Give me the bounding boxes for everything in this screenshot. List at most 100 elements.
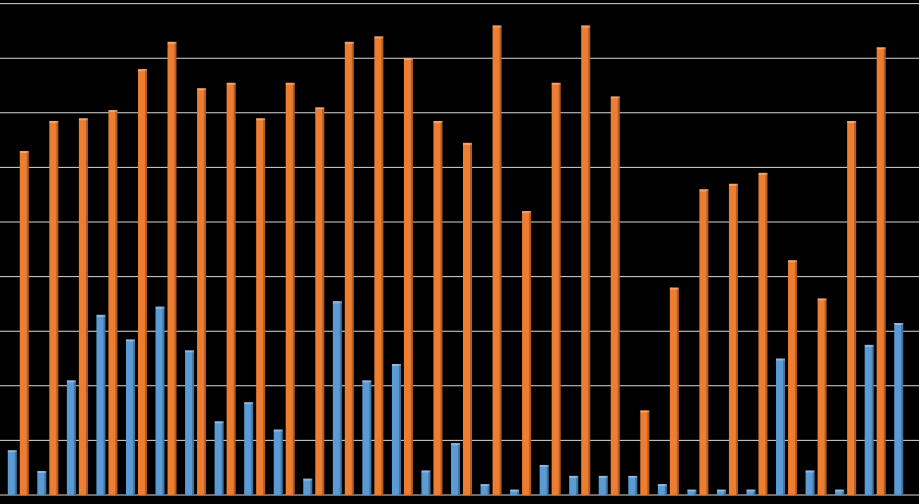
bar <box>226 82 236 496</box>
bar-cap <box>244 402 254 405</box>
bar-side <box>398 363 401 495</box>
bar <box>894 323 904 495</box>
bar-side <box>310 478 313 495</box>
bar <box>403 58 413 495</box>
bar-cap <box>699 189 709 192</box>
bar <box>480 484 490 495</box>
bar-side <box>14 450 17 495</box>
bar-side <box>233 82 236 496</box>
bar <box>125 339 135 495</box>
bar-side <box>470 142 472 495</box>
bar-cap <box>391 363 401 366</box>
bar-side <box>558 82 561 496</box>
bar-side <box>410 58 413 495</box>
bar <box>78 118 88 495</box>
bar-cap <box>185 350 195 353</box>
bar-cap <box>137 69 147 72</box>
bar <box>273 429 283 495</box>
bar-side <box>440 120 443 496</box>
bar-side <box>132 339 135 495</box>
bar-side <box>901 323 904 495</box>
bar-cap <box>805 470 815 473</box>
bar-side <box>529 211 532 495</box>
bar-cap <box>876 47 886 50</box>
bar <box>628 475 638 495</box>
bar-cap <box>451 443 460 446</box>
bar <box>510 489 520 495</box>
bar-cap <box>403 58 413 61</box>
bar <box>687 489 697 495</box>
bar-side <box>263 118 266 495</box>
bar-cap <box>66 380 76 383</box>
bar <box>640 410 650 495</box>
bar-cap <box>581 25 591 28</box>
bar-cap <box>776 358 786 361</box>
bar-side <box>871 344 874 495</box>
bar-cap <box>598 475 608 478</box>
bar-cap <box>551 82 561 85</box>
bar-cap <box>19 151 29 154</box>
bar-side <box>351 41 354 495</box>
bar-cap <box>197 88 207 91</box>
bar-cap <box>315 107 325 110</box>
bar-cap <box>226 82 236 85</box>
bar <box>19 151 29 495</box>
bar-side <box>854 120 857 496</box>
bar <box>539 464 549 495</box>
bar-side <box>369 380 372 495</box>
bar <box>7 450 17 495</box>
bar-cap <box>610 96 620 99</box>
bar-side <box>115 110 118 495</box>
bar-side <box>103 314 106 495</box>
bar <box>864 344 874 495</box>
bar <box>551 82 561 496</box>
bar <box>315 107 325 495</box>
bar-side <box>517 489 520 495</box>
bar-side <box>192 350 195 495</box>
bar-cap <box>37 470 47 473</box>
bar-side <box>735 183 738 495</box>
bar-cap <box>78 118 88 121</box>
bar <box>817 298 827 495</box>
bar <box>847 120 857 496</box>
bar <box>244 402 254 495</box>
bar-cap <box>256 118 266 121</box>
bar <box>37 470 47 495</box>
bar-side <box>605 475 608 495</box>
bar-cap <box>492 25 502 28</box>
bar-cap <box>640 410 650 413</box>
bar <box>344 41 354 495</box>
bar-cap <box>108 110 118 113</box>
bar-cap <box>374 36 384 39</box>
bar-side <box>723 489 726 495</box>
bar-side <box>706 189 709 496</box>
bar-side <box>824 298 827 495</box>
bar-cap <box>362 380 372 383</box>
bar-side <box>339 301 342 495</box>
bar-cap <box>835 489 845 492</box>
bar-side <box>44 470 47 495</box>
bar <box>185 350 195 495</box>
bar-side <box>174 41 177 495</box>
bar-side <box>676 287 679 495</box>
bar-cap <box>421 470 431 473</box>
bar-cap <box>510 489 520 492</box>
bar <box>805 470 815 495</box>
bar-cap <box>788 260 798 263</box>
bar-cap <box>746 489 756 492</box>
bar-cap <box>758 172 768 175</box>
bar <box>256 118 266 495</box>
bar <box>66 380 76 495</box>
bar <box>776 358 786 495</box>
bar-side <box>144 69 147 496</box>
bar <box>421 470 431 495</box>
bar <box>581 25 591 495</box>
bar <box>788 260 798 495</box>
bar-side <box>428 470 431 495</box>
bar-side <box>487 484 490 495</box>
bar <box>716 489 726 495</box>
bar-cap <box>539 464 549 467</box>
bar-side <box>635 475 638 495</box>
bar <box>522 211 532 495</box>
